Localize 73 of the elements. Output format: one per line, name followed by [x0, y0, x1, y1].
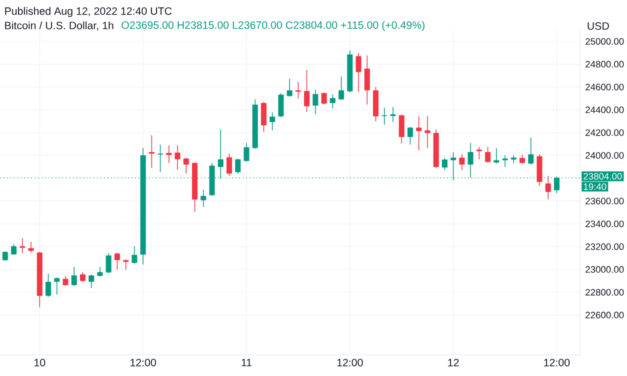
y-tick-label: 24000.00: [586, 152, 624, 159]
candlestick: [321, 92, 327, 105]
candlestick: [226, 153, 232, 176]
candlestick: [330, 94, 336, 109]
candlestick: [468, 142, 474, 178]
candlestick: [407, 126, 413, 146]
candlestick: [106, 252, 112, 274]
candlestick: [158, 144, 164, 172]
y-tick-label: 24800.00: [586, 60, 624, 68]
candlestick: [62, 276, 68, 286]
candlestick: [390, 106, 396, 122]
candlestick: [80, 272, 86, 283]
candlestick: [485, 146, 491, 164]
ref-line-label: 23804.00: [584, 173, 622, 180]
y-tick-label: 22800.00: [586, 288, 624, 296]
candlestick: [97, 266, 103, 277]
candlestick: [304, 69, 310, 112]
candlestick: [166, 144, 172, 164]
text: 19:40: [584, 183, 606, 190]
candlestick: [148, 134, 154, 168]
x-tick-label: 12: [448, 358, 459, 366]
candlestick: [270, 112, 276, 131]
candlestick: [545, 176, 551, 200]
annotation: O23695.00 H23815.00 L23670.00 C23804.00 +115.00 (+0.49%): [122, 21, 424, 31]
candlestick: [174, 144, 180, 170]
y-tick-label: 24200.00: [586, 129, 624, 136]
x-tick-label: 12:00: [544, 358, 570, 366]
y-tick-label: 23200.00: [586, 243, 624, 250]
candlestick: [46, 273, 52, 298]
chart-subtitle: Bitcoin / U.S. Dollar, 1h: [5, 21, 114, 31]
y-axis-title: USD: [588, 22, 609, 30]
candlestick: [494, 148, 500, 164]
candlestick: [338, 76, 344, 101]
candlestick: [398, 114, 404, 144]
candlestick: [424, 116, 430, 148]
x-tick-label: 10: [34, 358, 46, 366]
x-tick-label: 12:00: [130, 358, 156, 366]
x-tick-label: 12:00: [337, 358, 363, 366]
candlestick: [312, 89, 318, 115]
candlestick: [459, 154, 465, 171]
candlestick: [71, 266, 77, 286]
y-tick-label: 23600.00: [586, 198, 624, 204]
candlestick: [356, 52, 362, 92]
candlestick: [28, 241, 34, 254]
candlestick: [476, 146, 482, 160]
candlestick: [244, 142, 250, 162]
candlestick: [114, 252, 120, 270]
y-tick-label: 24400.00: [586, 106, 624, 114]
candlestick: [88, 274, 94, 288]
candlestick: [123, 259, 129, 270]
candlestick: [260, 101, 266, 132]
candlestick: [416, 116, 422, 151]
candlestick: [200, 189, 206, 208]
candlestick: [132, 246, 138, 264]
y-tick-label: 23400.00: [586, 220, 624, 228]
x-tick-label: 11: [242, 358, 252, 366]
candlestick: [54, 277, 60, 295]
candlestick: [278, 92, 284, 118]
candlestick: [286, 78, 292, 98]
y-tick-label: 23000.00: [586, 266, 624, 273]
candlestick: [528, 137, 534, 165]
candlestick: [442, 158, 448, 171]
candlestick: [510, 154, 516, 164]
candlestick: [235, 158, 241, 174]
candlestick: [2, 250, 8, 262]
y-tick-label: 22600.00: [586, 312, 624, 318]
y-tick-label: 25000.00: [586, 38, 624, 45]
candlestick: [520, 154, 526, 164]
candlestick: [183, 157, 189, 174]
candlestick: [364, 55, 370, 105]
y-tick-label: 24600.00: [586, 84, 624, 90]
candlestick: [20, 238, 26, 254]
chart-title: Published Aug 12, 2022 12:40 UTC: [5, 7, 172, 17]
